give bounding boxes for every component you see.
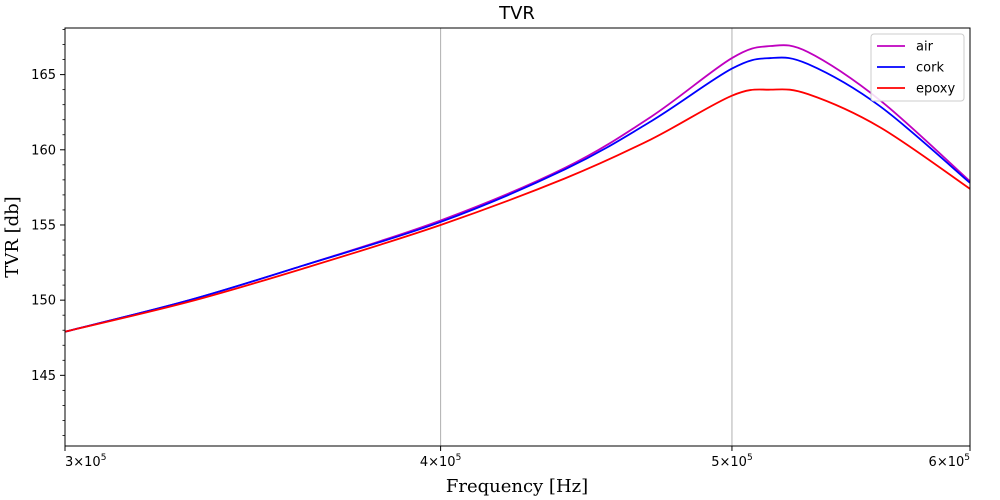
series-line-cork <box>64 56 971 333</box>
x-tick-label: 5×105 <box>711 453 752 470</box>
y-tick-label: 150 <box>31 294 56 309</box>
y-tick-label: 160 <box>31 143 56 158</box>
x-tick-label: 4×105 <box>420 453 461 470</box>
y-axis-title: TVR [db] <box>2 196 23 277</box>
legend-box <box>870 33 965 102</box>
series-line-epoxy <box>64 88 971 333</box>
y-tick-label: 145 <box>31 369 56 384</box>
chart-title: TVR <box>498 3 535 24</box>
x-tick-label: 3×105 <box>65 453 106 470</box>
grid <box>440 28 733 446</box>
x-tick-label: 6×105 <box>929 453 970 470</box>
axes: 145 150 155 160 165 3×105 4×105 5×105 6×105 <box>31 27 971 470</box>
y-tick-label: 155 <box>31 218 56 233</box>
legend: air cork epoxy <box>870 33 965 102</box>
legend-label-cork: cork <box>916 61 944 76</box>
x-axis-title: Frequency [Hz] <box>446 476 588 497</box>
legend-label-air: air <box>916 40 934 55</box>
axes-frame <box>64 27 971 447</box>
plot-area <box>64 44 971 333</box>
legend-label-epoxy: epoxy <box>916 82 955 97</box>
y-tick-label: 165 <box>31 68 56 83</box>
